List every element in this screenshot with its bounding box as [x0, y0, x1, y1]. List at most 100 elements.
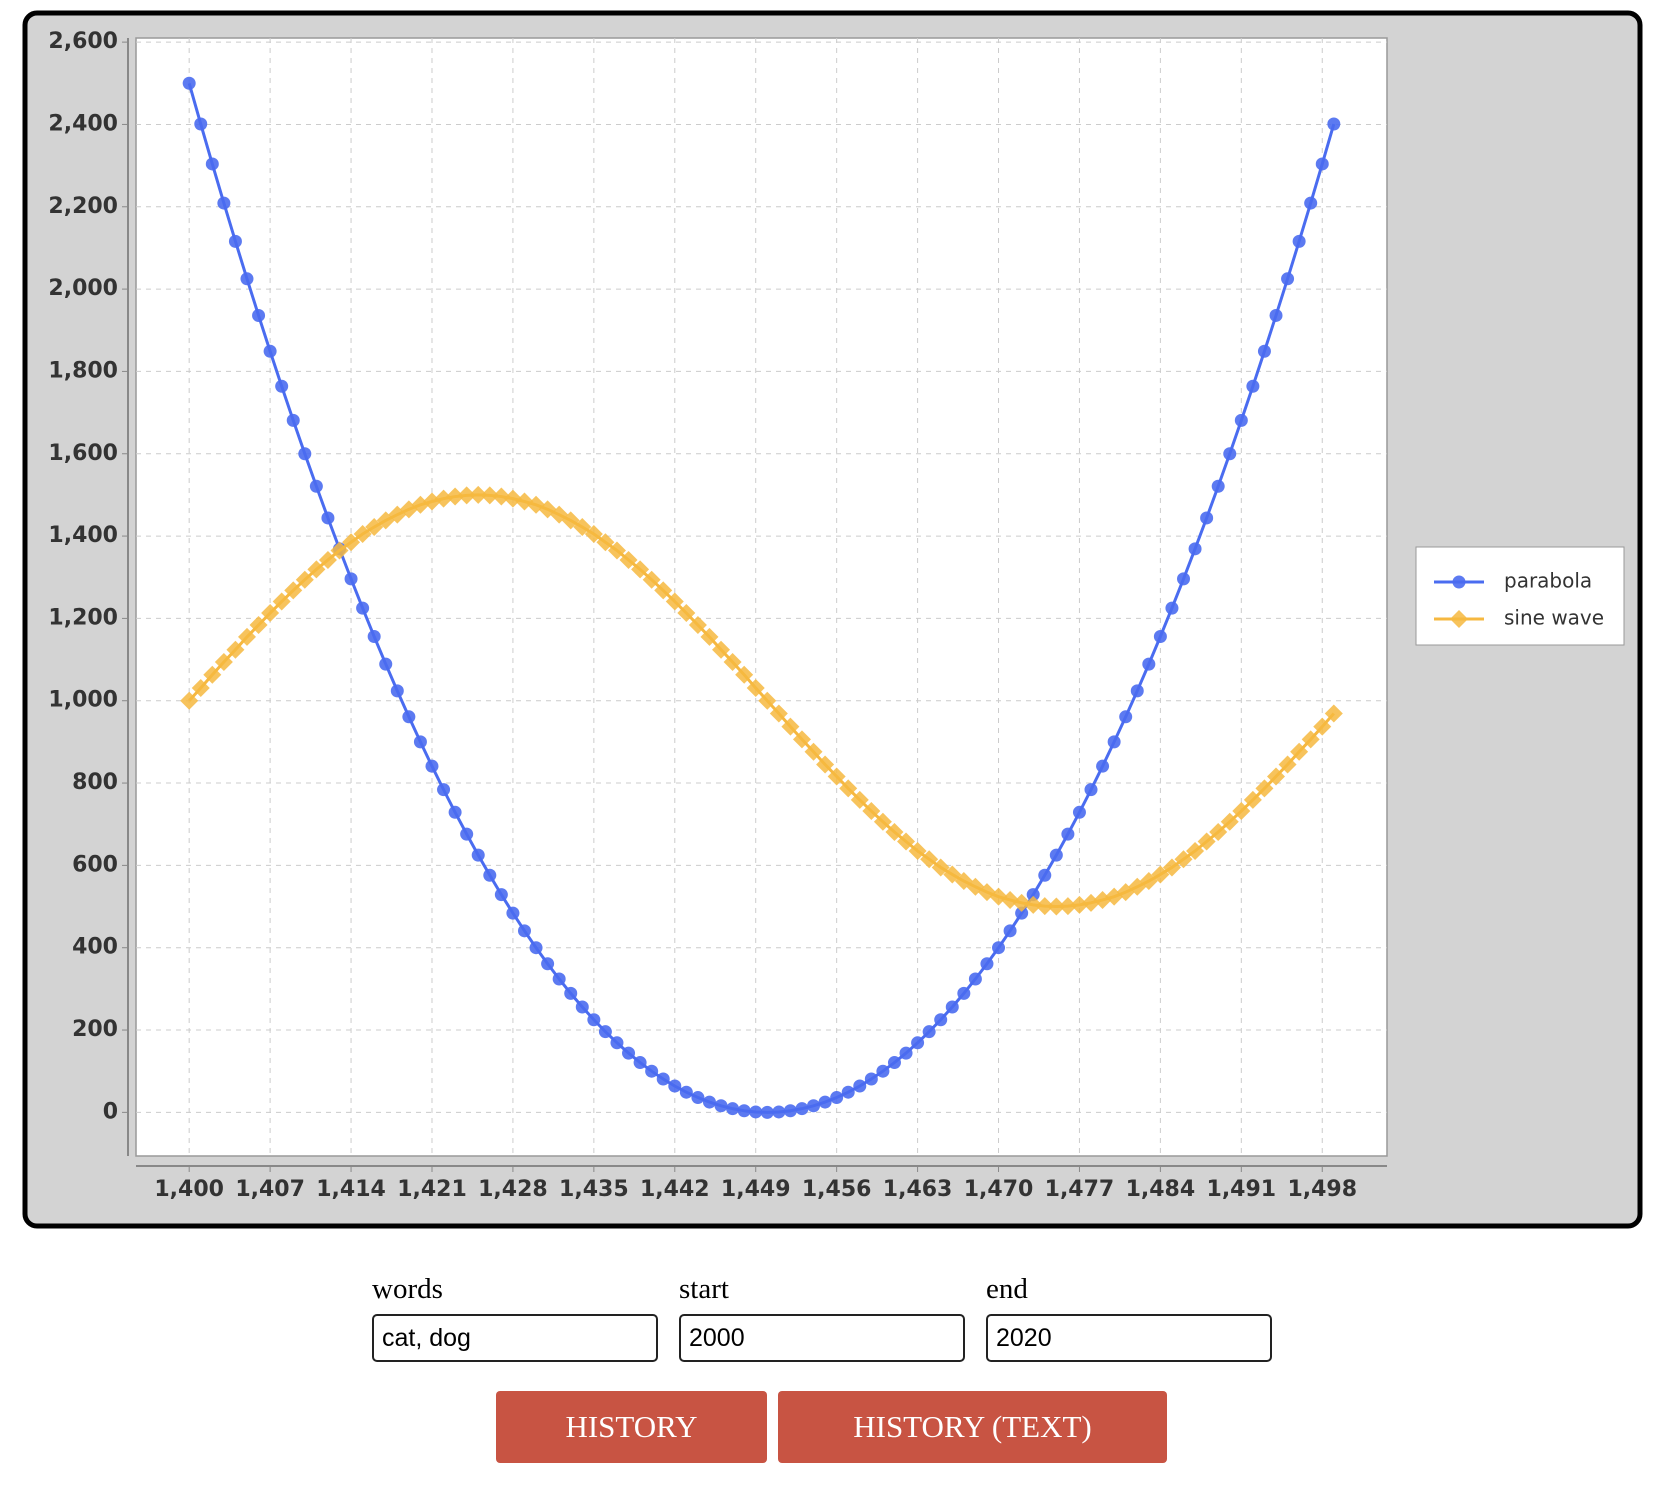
data-point	[272, 592, 291, 611]
data-point	[827, 767, 846, 786]
data-point	[943, 865, 962, 884]
data-point	[1049, 848, 1063, 862]
y-tick-label: 400	[72, 935, 118, 960]
data-point	[726, 1102, 740, 1116]
data-point	[1142, 657, 1156, 671]
x-tick-label: 1,400	[154, 1177, 224, 1202]
history-text-button[interactable]: HISTORY (TEXT)	[778, 1391, 1167, 1463]
data-point	[517, 924, 531, 938]
data-point	[237, 627, 256, 646]
data-point	[434, 489, 453, 508]
data-point	[263, 344, 277, 358]
x-tick-label: 1,442	[640, 1177, 710, 1202]
data-point	[899, 1046, 913, 1060]
data-point	[645, 1064, 659, 1078]
data-point	[1313, 717, 1332, 736]
data-point	[934, 1013, 948, 1027]
data-point	[226, 640, 245, 659]
x-tick-label: 1,449	[721, 1177, 791, 1202]
x-tick-label: 1,498	[1287, 1177, 1357, 1202]
data-point	[240, 272, 254, 286]
legend-marker	[1450, 610, 1468, 628]
data-point	[816, 755, 835, 774]
data-point	[217, 196, 231, 210]
words-input[interactable]	[372, 1314, 658, 1362]
data-point	[492, 487, 511, 506]
data-point	[876, 1064, 890, 1078]
x-tick-label: 1,428	[478, 1177, 548, 1202]
data-point	[1278, 755, 1297, 774]
x-tick-label: 1,491	[1207, 1177, 1277, 1202]
legend-label: parabola	[1504, 569, 1592, 593]
x-tick-label: 1,435	[559, 1177, 629, 1202]
y-tick-label: 2,000	[48, 276, 118, 301]
data-point	[1186, 841, 1205, 860]
data-point	[494, 888, 508, 902]
data-point	[284, 581, 303, 600]
data-point	[295, 570, 314, 589]
data-point	[1267, 767, 1286, 786]
data-point	[203, 665, 222, 684]
data-point	[1070, 895, 1089, 914]
data-point	[1003, 924, 1017, 938]
data-point	[688, 615, 707, 634]
data-point	[841, 1085, 855, 1099]
data-point	[573, 518, 592, 537]
data-point	[911, 1036, 925, 1050]
y-tick-label: 1,200	[48, 605, 118, 630]
start-input[interactable]	[679, 1314, 965, 1362]
data-point	[1301, 730, 1320, 749]
data-point	[1234, 413, 1248, 427]
data-point	[980, 957, 994, 971]
data-point	[1026, 888, 1040, 902]
data-point	[564, 986, 578, 1000]
y-tick-label: 0	[103, 1099, 118, 1124]
data-point	[862, 802, 881, 821]
data-point	[873, 812, 892, 831]
end-input[interactable]	[986, 1314, 1272, 1362]
y-tick-label: 2,200	[48, 194, 118, 219]
data-point	[945, 1000, 959, 1014]
y-tick-label: 1,000	[48, 688, 118, 713]
data-point	[1327, 117, 1341, 131]
data-point	[1015, 906, 1029, 920]
data-point	[1243, 790, 1262, 809]
data-point	[735, 665, 754, 684]
data-point	[807, 1099, 821, 1113]
data-point	[1165, 601, 1179, 615]
data-point	[1130, 684, 1144, 698]
history-button[interactable]: HISTORY	[496, 1391, 767, 1463]
data-point	[1220, 812, 1239, 831]
data-point	[1315, 157, 1329, 171]
data-point	[180, 691, 199, 710]
data-point	[723, 653, 742, 672]
data-point	[321, 511, 335, 525]
x-tick-label: 1,463	[883, 1177, 953, 1202]
data-point	[471, 848, 485, 862]
legend-box	[1415, 546, 1625, 646]
data-point	[992, 941, 1006, 955]
field-label: end	[986, 1273, 1028, 1305]
data-point	[654, 581, 673, 600]
data-point	[214, 653, 233, 672]
data-point	[1223, 447, 1237, 461]
data-point	[584, 525, 603, 544]
data-point	[1177, 572, 1191, 586]
data-point	[1304, 196, 1318, 210]
data-point	[818, 1095, 832, 1109]
chart-panel: 0 200 400 600 800 1,000 1,200 1,400 1,600 1,800 2,…	[22, 10, 1643, 1229]
data-point	[781, 717, 800, 736]
y-tick-label: 200	[72, 1017, 118, 1042]
data-point	[249, 615, 268, 634]
data-point	[1292, 234, 1306, 248]
data-point	[1035, 897, 1054, 916]
data-point	[1012, 893, 1031, 912]
data-point	[1255, 779, 1274, 798]
x-tick-label: 1,484	[1126, 1177, 1196, 1202]
data-point	[839, 779, 858, 798]
data-point	[1047, 897, 1066, 916]
x-tick-label: 1,414	[316, 1177, 386, 1202]
data-point	[1153, 630, 1167, 644]
data-point	[746, 678, 765, 697]
data-point	[864, 1072, 878, 1086]
